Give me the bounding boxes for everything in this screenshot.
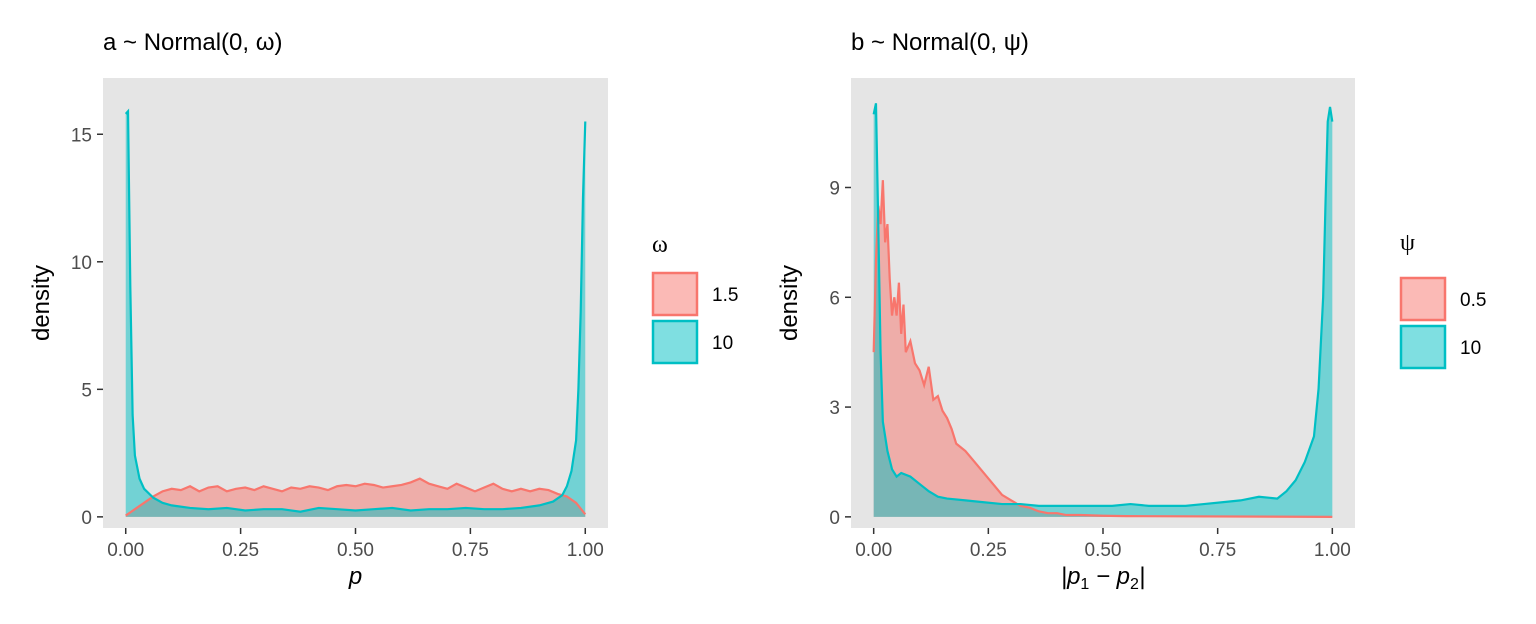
legend: ω 1.5 10 (651, 232, 738, 365)
chart-title: b ~ Normal(0, ψ) (851, 29, 1029, 56)
y-tick-label: 15 (71, 125, 92, 146)
x-tick-label: 0.75 (452, 540, 489, 561)
y-tick-label: 9 (829, 178, 840, 199)
legend-key-1.5 (651, 271, 699, 317)
line-series-1.5 (125, 477, 587, 517)
y-tick-label: 0 (829, 508, 840, 529)
y-tick-label: 0 (81, 508, 92, 529)
x-tick-label: 0.00 (107, 540, 144, 561)
y-tick-label: 10 (71, 253, 92, 274)
line-series-10 (124, 108, 587, 513)
y-tick-label: 5 (81, 380, 92, 401)
x-axis-title: p (348, 563, 362, 590)
x-tick-label: 0.50 (1085, 540, 1122, 561)
panel-2: b ~ Normal(0, ψ) 0.00 0.25 0.50 0.75 1.00 0 3 6 9… (776, 29, 1486, 593)
x-tick-label: 0.50 (337, 540, 374, 561)
legend-label-1.5: 1.5 (712, 285, 738, 306)
chart-title: a ~ Normal(0, ω) (103, 29, 282, 56)
line-series-10 (872, 103, 1334, 507)
legend-key-10 (1399, 324, 1447, 370)
legend: ψ 0.5 10 (1399, 230, 1486, 370)
x-tick-label: 1.00 (1314, 540, 1351, 561)
y-axis-title: density (776, 265, 803, 341)
legend-key-10 (651, 319, 699, 365)
legend-title: ψ (1400, 230, 1415, 256)
legend-key-0.5 (1399, 276, 1447, 322)
y-tick-label: 3 (829, 398, 840, 419)
x-tick-label: 0.25 (222, 540, 259, 561)
legend-title: ω (652, 232, 668, 258)
panel-1: a ~ Normal(0, ω) 0.00 0.25 0.50 0.75 1.00 0 5 10… (28, 29, 738, 590)
y-tick-label: 6 (829, 288, 840, 309)
legend-label-0.5: 0.5 (1460, 290, 1486, 311)
panel-background (103, 78, 608, 528)
x-tick-label: 1.00 (567, 540, 604, 561)
x-tick-label: 0.25 (970, 540, 1007, 561)
x-tick-label: 0.75 (1199, 540, 1236, 561)
legend-label-10: 10 (712, 333, 733, 354)
x-axis-title: |p1 − p2| (1061, 563, 1145, 593)
x-tick-label: 0.00 (855, 540, 892, 561)
line-series-0.5 (872, 180, 1333, 518)
y-axis-title: density (28, 265, 55, 341)
legend-label-10: 10 (1460, 338, 1481, 359)
